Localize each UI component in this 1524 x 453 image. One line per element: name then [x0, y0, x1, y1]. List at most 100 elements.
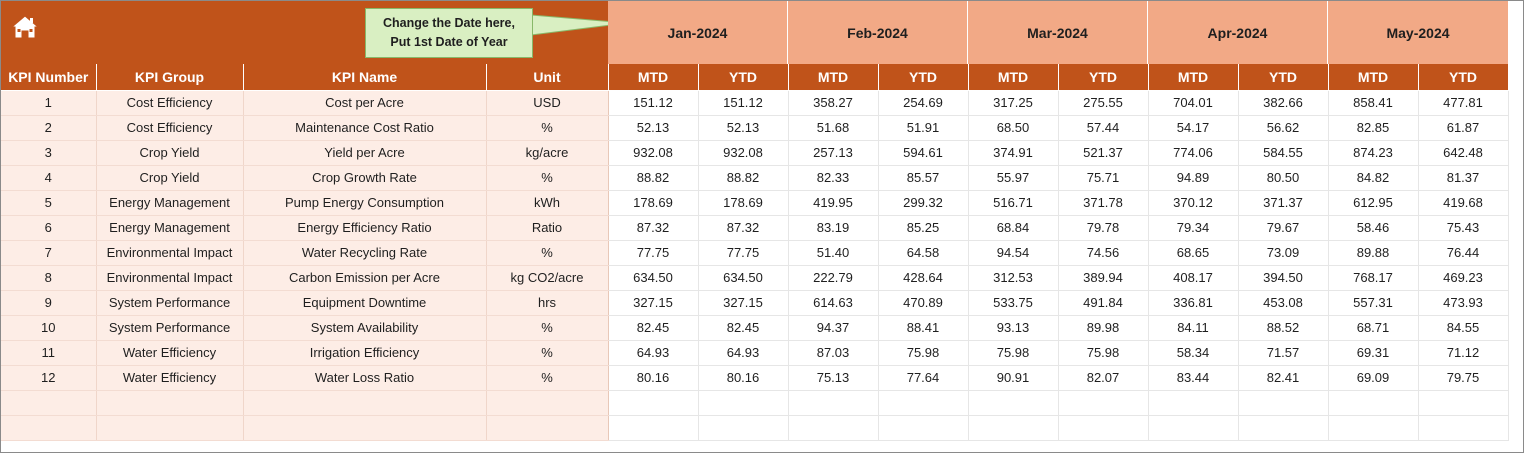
mtd-value-cell[interactable]: 58.34 [1148, 340, 1239, 366]
ytd-value-cell[interactable]: 75.98 [1058, 340, 1149, 366]
mtd-value-cell[interactable]: 257.13 [788, 140, 879, 166]
mtd-value-cell[interactable]: 68.65 [1148, 240, 1239, 266]
empty-cell[interactable] [1058, 415, 1149, 441]
month-header-feb[interactable]: Feb-2024 [788, 1, 968, 64]
kpi-group-cell[interactable]: System Performance [96, 290, 244, 316]
empty-cell[interactable] [1, 390, 97, 416]
header-ytd[interactable]: YTD [1058, 64, 1149, 91]
header-ytd[interactable]: YTD [698, 64, 789, 91]
unit-cell[interactable]: Ratio [486, 215, 609, 241]
ytd-value-cell[interactable]: 79.78 [1058, 215, 1149, 241]
ytd-value-cell[interactable]: 299.32 [878, 190, 969, 216]
mtd-value-cell[interactable]: 82.85 [1328, 115, 1419, 141]
kpi-number-cell[interactable]: 11 [1, 340, 97, 366]
mtd-value-cell[interactable]: 312.53 [968, 265, 1059, 291]
ytd-value-cell[interactable]: 491.84 [1058, 290, 1149, 316]
ytd-value-cell[interactable]: 932.08 [698, 140, 789, 166]
ytd-value-cell[interactable]: 275.55 [1058, 90, 1149, 116]
mtd-value-cell[interactable]: 82.33 [788, 165, 879, 191]
ytd-value-cell[interactable]: 419.68 [1418, 190, 1509, 216]
ytd-value-cell[interactable]: 75.71 [1058, 165, 1149, 191]
header-ytd[interactable]: YTD [1418, 64, 1509, 91]
header-mtd[interactable]: MTD [968, 64, 1059, 91]
empty-cell[interactable] [486, 390, 609, 416]
ytd-value-cell[interactable]: 75.43 [1418, 215, 1509, 241]
mtd-value-cell[interactable]: 82.45 [608, 315, 699, 341]
kpi-number-cell[interactable]: 1 [1, 90, 97, 116]
kpi-number-cell[interactable]: 3 [1, 140, 97, 166]
kpi-group-cell[interactable]: Cost Efficiency [96, 90, 244, 116]
kpi-group-cell[interactable]: Water Efficiency [96, 340, 244, 366]
mtd-value-cell[interactable]: 557.31 [1328, 290, 1419, 316]
kpi-name-cell[interactable]: Maintenance Cost Ratio [243, 115, 487, 141]
unit-cell[interactable]: kg CO2/acre [486, 265, 609, 291]
mtd-value-cell[interactable]: 222.79 [788, 265, 879, 291]
empty-cell[interactable] [698, 390, 789, 416]
ytd-value-cell[interactable]: 389.94 [1058, 265, 1149, 291]
header-kpi-group[interactable]: KPI Group [96, 64, 244, 91]
empty-cell[interactable] [878, 415, 969, 441]
ytd-value-cell[interactable]: 84.55 [1418, 315, 1509, 341]
ytd-value-cell[interactable]: 89.98 [1058, 315, 1149, 341]
mtd-value-cell[interactable]: 419.95 [788, 190, 879, 216]
kpi-number-cell[interactable]: 9 [1, 290, 97, 316]
mtd-value-cell[interactable]: 58.46 [1328, 215, 1419, 241]
ytd-value-cell[interactable]: 57.44 [1058, 115, 1149, 141]
kpi-number-cell[interactable]: 4 [1, 165, 97, 191]
mtd-value-cell[interactable]: 370.12 [1148, 190, 1239, 216]
ytd-value-cell[interactable]: 73.09 [1238, 240, 1329, 266]
mtd-value-cell[interactable]: 858.41 [1328, 90, 1419, 116]
ytd-value-cell[interactable]: 594.61 [878, 140, 969, 166]
kpi-group-cell[interactable]: Environmental Impact [96, 240, 244, 266]
mtd-value-cell[interactable]: 358.27 [788, 90, 879, 116]
kpi-group-cell[interactable]: Environmental Impact [96, 265, 244, 291]
ytd-value-cell[interactable]: 74.56 [1058, 240, 1149, 266]
mtd-value-cell[interactable]: 87.32 [608, 215, 699, 241]
empty-cell[interactable] [968, 415, 1059, 441]
ytd-value-cell[interactable]: 634.50 [698, 265, 789, 291]
empty-cell[interactable] [1328, 415, 1419, 441]
ytd-value-cell[interactable]: 473.93 [1418, 290, 1509, 316]
ytd-value-cell[interactable]: 382.66 [1238, 90, 1329, 116]
kpi-name-cell[interactable]: Water Recycling Rate [243, 240, 487, 266]
mtd-value-cell[interactable]: 54.17 [1148, 115, 1239, 141]
ytd-value-cell[interactable]: 87.32 [698, 215, 789, 241]
mtd-value-cell[interactable]: 94.37 [788, 315, 879, 341]
mtd-value-cell[interactable]: 52.13 [608, 115, 699, 141]
kpi-name-cell[interactable]: System Availability [243, 315, 487, 341]
mtd-value-cell[interactable]: 408.17 [1148, 265, 1239, 291]
empty-cell[interactable] [243, 390, 487, 416]
ytd-value-cell[interactable]: 642.48 [1418, 140, 1509, 166]
empty-cell[interactable] [968, 390, 1059, 416]
mtd-value-cell[interactable]: 90.91 [968, 365, 1059, 391]
ytd-value-cell[interactable]: 394.50 [1238, 265, 1329, 291]
kpi-group-cell[interactable]: Water Efficiency [96, 365, 244, 391]
mtd-value-cell[interactable]: 874.23 [1328, 140, 1419, 166]
ytd-value-cell[interactable]: 64.58 [878, 240, 969, 266]
mtd-value-cell[interactable]: 774.06 [1148, 140, 1239, 166]
empty-cell[interactable] [1148, 415, 1239, 441]
kpi-name-cell[interactable]: Equipment Downtime [243, 290, 487, 316]
mtd-value-cell[interactable]: 94.54 [968, 240, 1059, 266]
kpi-name-cell[interactable]: Pump Energy Consumption [243, 190, 487, 216]
mtd-value-cell[interactable]: 51.68 [788, 115, 879, 141]
mtd-value-cell[interactable]: 80.16 [608, 365, 699, 391]
ytd-value-cell[interactable]: 76.44 [1418, 240, 1509, 266]
mtd-value-cell[interactable]: 768.17 [1328, 265, 1419, 291]
ytd-value-cell[interactable]: 82.45 [698, 315, 789, 341]
mtd-value-cell[interactable]: 84.11 [1148, 315, 1239, 341]
empty-cell[interactable] [788, 390, 879, 416]
mtd-value-cell[interactable]: 614.63 [788, 290, 879, 316]
mtd-value-cell[interactable]: 79.34 [1148, 215, 1239, 241]
unit-cell[interactable]: % [486, 165, 609, 191]
header-mtd[interactable]: MTD [608, 64, 699, 91]
empty-cell[interactable] [1238, 415, 1329, 441]
ytd-value-cell[interactable]: 81.37 [1418, 165, 1509, 191]
mtd-value-cell[interactable]: 69.31 [1328, 340, 1419, 366]
unit-cell[interactable]: % [486, 240, 609, 266]
month-header-apr[interactable]: Apr-2024 [1148, 1, 1328, 64]
mtd-value-cell[interactable]: 317.25 [968, 90, 1059, 116]
unit-cell[interactable]: % [486, 115, 609, 141]
mtd-value-cell[interactable]: 516.71 [968, 190, 1059, 216]
mtd-value-cell[interactable]: 51.40 [788, 240, 879, 266]
